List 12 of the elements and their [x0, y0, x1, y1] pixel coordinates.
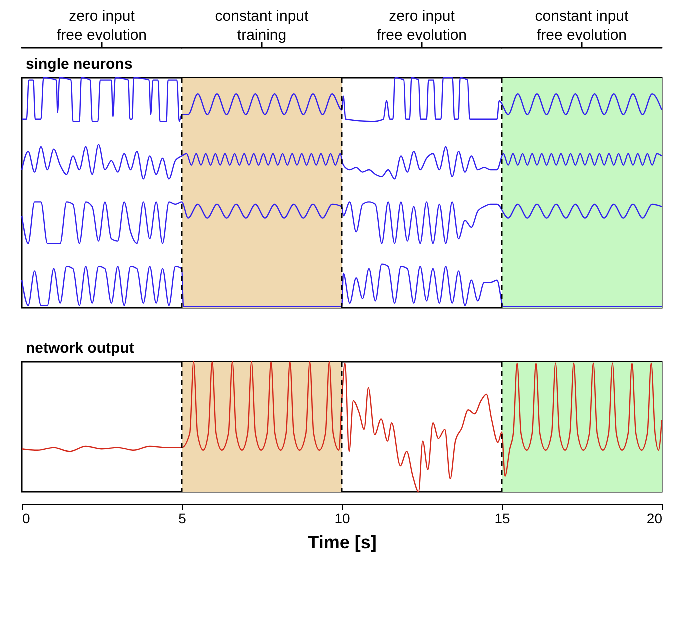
x-axis-title: Time [s]: [308, 532, 377, 552]
x-tick-label: 0: [22, 510, 30, 526]
text: zero input free evolution: [56, 8, 148, 44]
text: zero input free evolution: [376, 8, 468, 44]
x-tick-label: 10: [334, 510, 350, 526]
x-tick-label: 20: [646, 510, 663, 526]
text: constant input free evolution: [535, 8, 630, 44]
chart-title: single neurons: [26, 56, 133, 73]
text: constant input training: [215, 8, 310, 44]
x-tick-label: 5: [178, 510, 187, 526]
chart-title: network output: [26, 340, 134, 357]
x-tick-label: 15: [494, 510, 510, 526]
